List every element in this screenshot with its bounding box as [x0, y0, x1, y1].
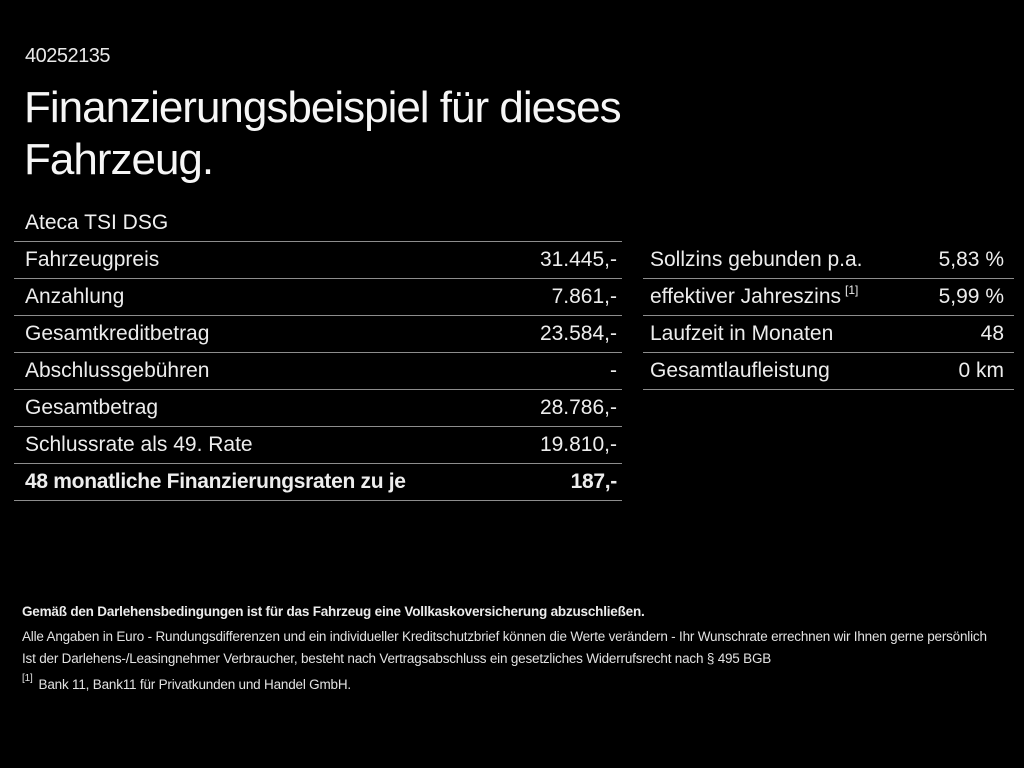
row-gesamtkreditbetrag: Gesamtkreditbetrag 23.584,- — [14, 316, 622, 353]
row-label: Sollzins gebunden p.a. — [650, 248, 863, 271]
page-title-line2: Fahrzeug. — [24, 135, 214, 184]
row-label: Schlussrate als 49. Rate — [25, 433, 253, 456]
footnote-bank: [1] Bank 11, Bank11 für Privatkunden und … — [22, 673, 1012, 693]
financing-table: Ateca TSI DSG Fahrzeugpreis 31.445,- Anz… — [14, 205, 622, 501]
disclaimer-insurance: Gemäß den Darlehensbedingungen ist für d… — [22, 604, 645, 619]
vehicle-offer-id: 40252135 — [25, 45, 110, 67]
row-label: Gesamtlaufleistung — [650, 359, 830, 382]
row-label: Gesamtbetrag — [25, 396, 159, 419]
row-value: 28.786,- — [539, 396, 617, 419]
conditions-table: Sollzins gebunden p.a. 5,83 % effektiver… — [643, 242, 1014, 390]
row-gesamtbetrag: Gesamtbetrag 28.786,- — [14, 390, 622, 427]
row-value: 5,99 % — [938, 285, 1004, 308]
row-schlussrate: Schlussrate als 49. Rate 19.810,- — [14, 427, 622, 464]
page-title-line1: Finanzierungsbeispiel für dieses — [24, 83, 622, 132]
footnote-marker: [1] — [22, 672, 33, 684]
footnote-reference: [1] — [845, 283, 859, 297]
row-monatsrate: 48 monatliche Finanzierungsraten zu je 1… — [14, 464, 622, 501]
disclaimer-rounding: Alle Angaben in Euro - Rundungsdifferenz… — [22, 629, 987, 644]
row-value: 0 km — [958, 359, 1004, 382]
row-label-text: effektiver Jahreszins — [650, 285, 842, 308]
row-label: 48 monatliche Finanzierungsraten zu je — [25, 470, 406, 493]
row-label: Gesamtkreditbetrag — [25, 322, 210, 345]
row-value: 5,83 % — [938, 248, 1004, 271]
row-value: 187,- — [570, 470, 618, 493]
row-value: - — [610, 359, 617, 382]
vehicle-model: Ateca TSI DSG — [14, 205, 622, 242]
row-value: 31.445,- — [539, 248, 617, 271]
row-label: Anzahlung — [25, 285, 125, 308]
row-label: effektiver Jahreszins [1] — [650, 283, 859, 309]
footer-disclaimer: Gemäß den Darlehensbedingungen ist für d… — [22, 604, 1012, 693]
row-abschlussgebuehren: Abschlussgebühren - — [14, 353, 622, 390]
row-value: 23.584,- — [539, 322, 617, 345]
row-label: Abschlussgebühren — [25, 359, 210, 382]
row-anzahlung: Anzahlung 7.861,- — [14, 279, 622, 316]
row-fahrzeugpreis: Fahrzeugpreis 31.445,- — [14, 242, 622, 279]
row-value: 7.861,- — [551, 285, 617, 308]
row-value: 48 — [980, 322, 1004, 345]
row-gesamtlaufleistung: Gesamtlaufleistung 0 km — [643, 353, 1014, 390]
row-value: 19.810,- — [539, 433, 617, 456]
row-label: Laufzeit in Monaten — [650, 322, 834, 345]
footnote-text: Bank 11, Bank11 für Privatkunden und Han… — [38, 677, 352, 692]
disclaimer-widerrufsrecht: Ist der Darlehens-/Leasingnehmer Verbrau… — [22, 651, 772, 666]
row-sollzins: Sollzins gebunden p.a. 5,83 % — [643, 242, 1014, 279]
row-label: Fahrzeugpreis — [25, 248, 160, 271]
row-effektiver-jahreszins: effektiver Jahreszins [1] 5,99 % — [643, 279, 1014, 316]
row-laufzeit: Laufzeit in Monaten 48 — [643, 316, 1014, 353]
page-title: Finanzierungsbeispiel für dieses Fahrzeu… — [24, 82, 622, 186]
